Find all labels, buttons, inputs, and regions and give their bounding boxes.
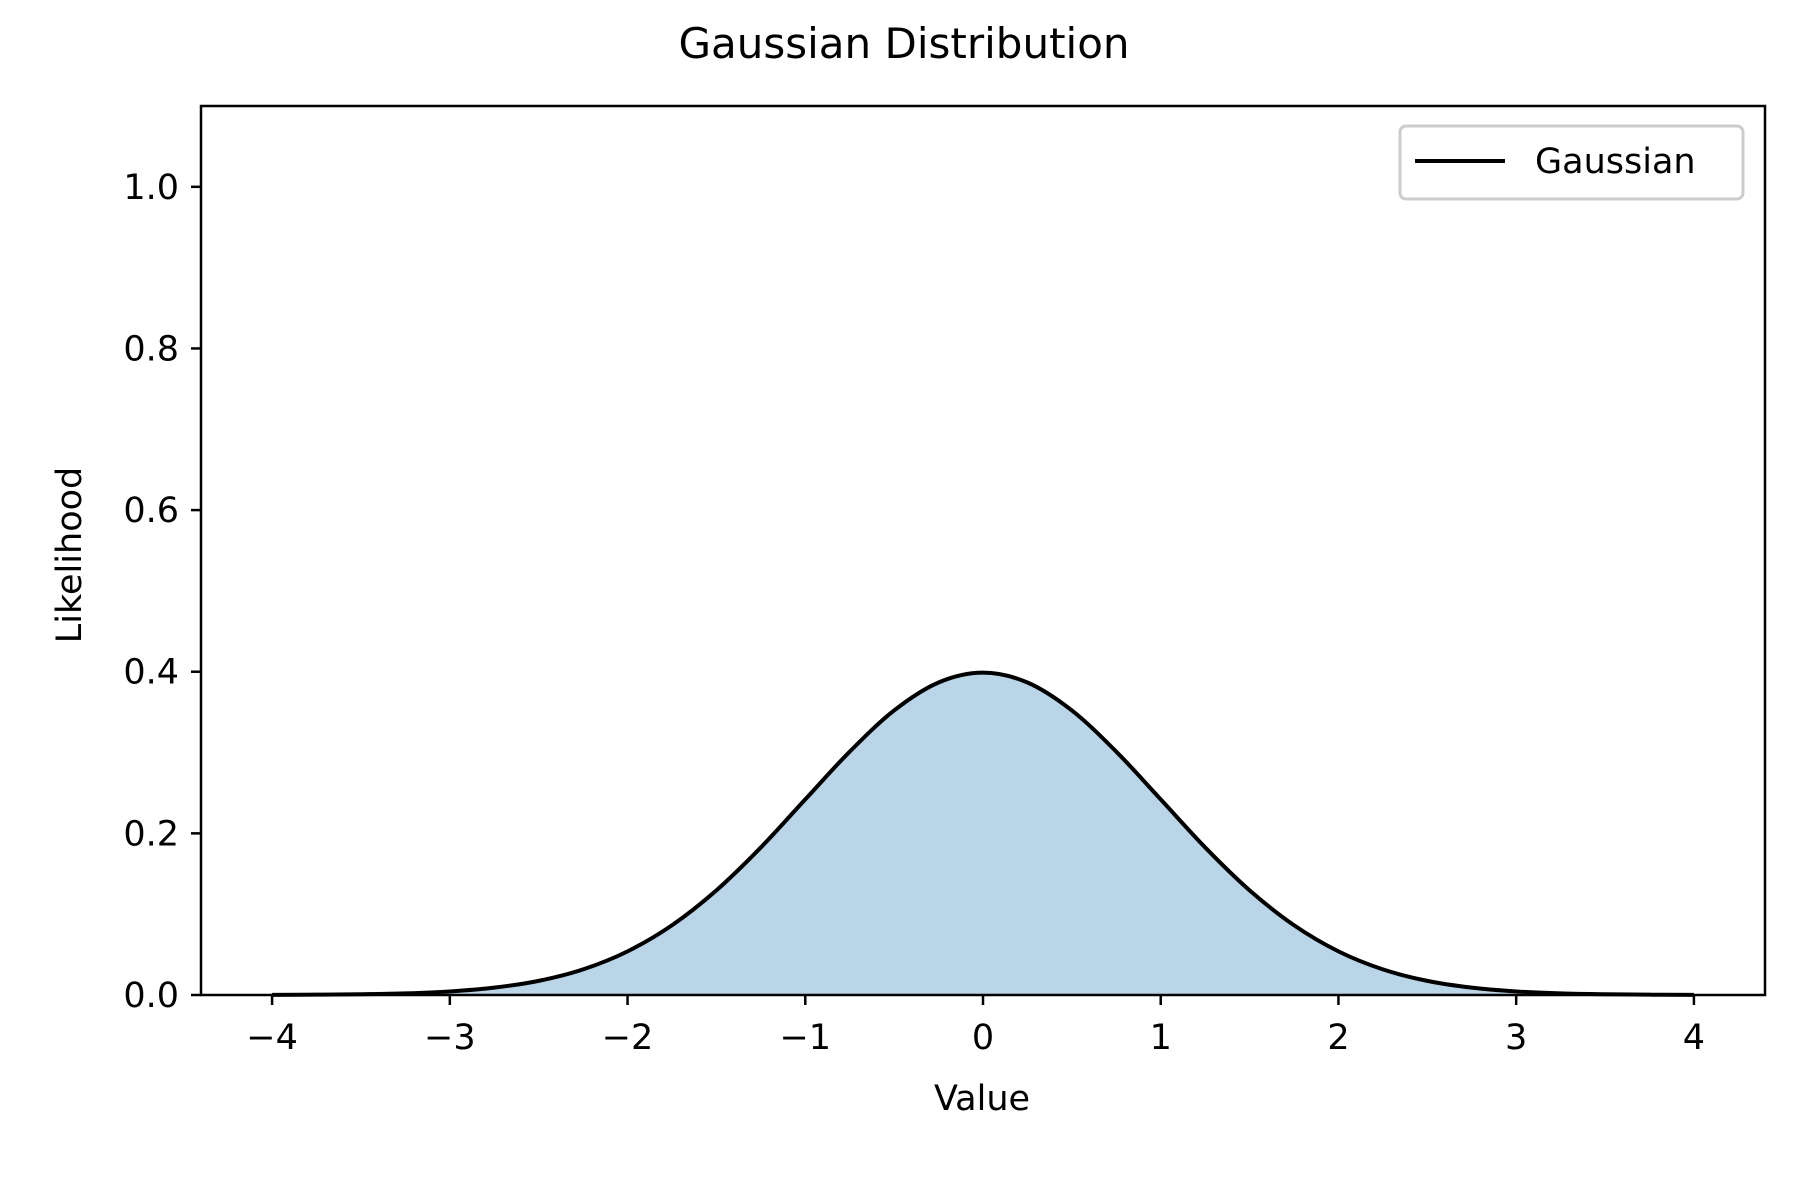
- x-tick-label: −4: [246, 1018, 298, 1058]
- y-tick-label: 0.6: [123, 491, 179, 531]
- line-layer: [272, 670, 1694, 997]
- y-tick-label: 1.0: [123, 168, 179, 208]
- x-tick-label: 2: [1327, 1018, 1349, 1058]
- y-axis-title: Likelihood: [50, 467, 90, 643]
- y-tick-label: 0.8: [123, 329, 179, 369]
- x-tick-label: 4: [1683, 1018, 1705, 1058]
- legend-box: [1398, 124, 1745, 201]
- series-line-gaussian: [272, 670, 1694, 997]
- legend-label-gaussian: Gaussian: [1535, 142, 1696, 182]
- x-axis-title: Value: [934, 1079, 1030, 1119]
- chart-title: Gaussian Distribution: [678, 19, 1129, 68]
- legend: Gaussian: [1398, 124, 1745, 201]
- x-tick-label: 3: [1505, 1018, 1527, 1058]
- x-tick-label: 0: [972, 1018, 994, 1058]
- y-tick-label: 0.4: [123, 653, 179, 693]
- y-tick-label: 0.0: [123, 976, 179, 1016]
- fill-layer: [272, 672, 1694, 995]
- ticks-layer: −4 −3 −2 −1 0 1 2 3 4 0.0 0.2 0.4 0.6 0.8 1.0: [123, 168, 1705, 1058]
- x-tick-label: −3: [424, 1018, 476, 1058]
- x-tick-label: −1: [779, 1018, 831, 1058]
- y-tick-label: 0.2: [123, 814, 179, 854]
- x-tick-label: 1: [1150, 1018, 1172, 1058]
- series-area-fill: [272, 672, 1694, 995]
- x-tick-label: −2: [602, 1018, 654, 1058]
